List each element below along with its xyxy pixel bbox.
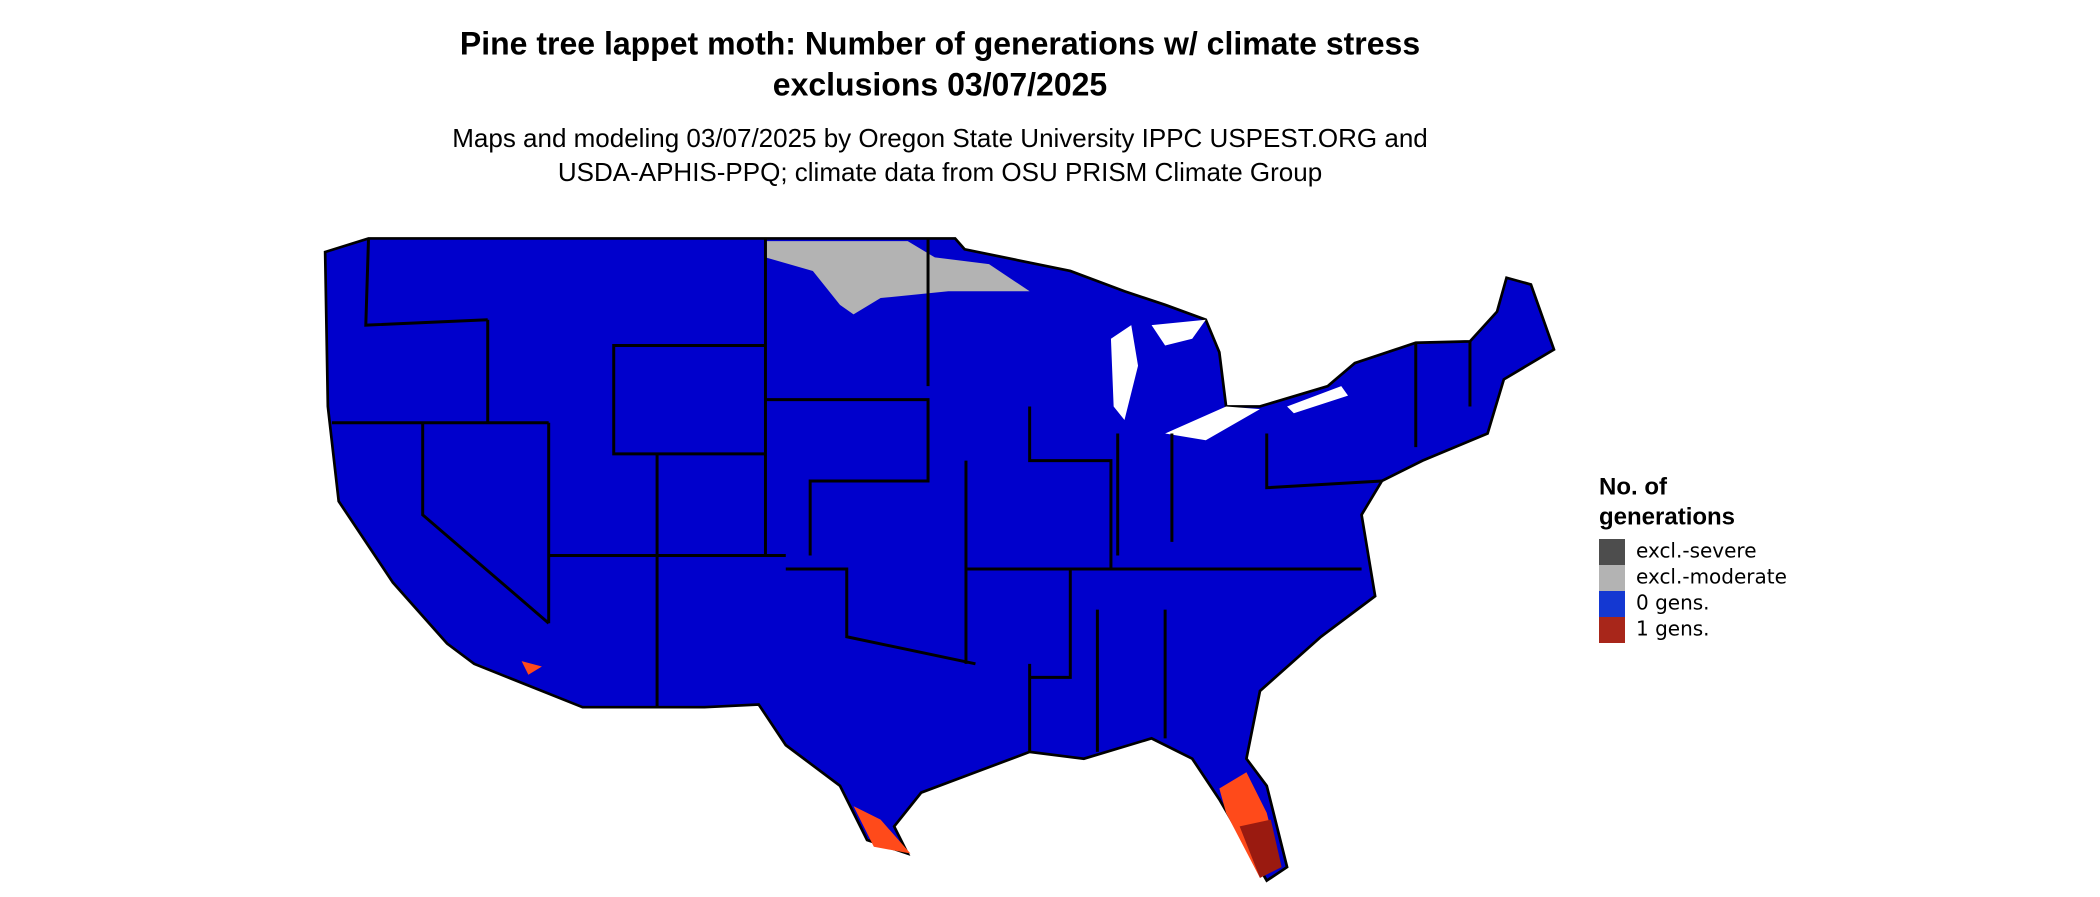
legend-label: 1 gens. bbox=[1636, 617, 1710, 641]
region-excl-moderate bbox=[765, 241, 1030, 315]
title-line: exclusions 03/07/2025 bbox=[773, 66, 1107, 102]
legend-swatch bbox=[1599, 565, 1625, 591]
legend-label: excl.-severe bbox=[1636, 539, 1757, 563]
subtitle-line: USDA-APHIS-PPQ; climate data from OSU PR… bbox=[558, 157, 1322, 187]
legend-label: excl.-moderate bbox=[1636, 565, 1787, 589]
legend-swatch bbox=[1599, 591, 1625, 617]
region-0-gens bbox=[323, 237, 1556, 883]
lake bbox=[1110, 319, 1349, 441]
legend-label: 0 gens. bbox=[1636, 591, 1710, 615]
us-map bbox=[323, 237, 1556, 883]
subtitle-line: Maps and modeling 03/07/2025 by Oregon S… bbox=[452, 123, 1428, 153]
legend-swatch bbox=[1599, 617, 1625, 643]
state-borders bbox=[331, 238, 1472, 752]
legend-swatch bbox=[1599, 539, 1625, 565]
title-line: Pine tree lappet moth: Number of generat… bbox=[460, 25, 1420, 61]
region-1-gens-dark bbox=[1239, 819, 1282, 878]
legend-title-line: No. of bbox=[1599, 473, 1668, 500]
legend-title-line: generations bbox=[1599, 503, 1735, 530]
